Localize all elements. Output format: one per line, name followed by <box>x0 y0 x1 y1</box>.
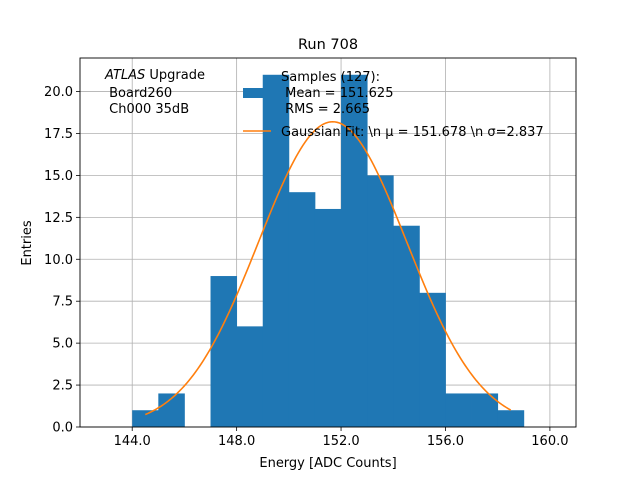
fit-curve <box>144 120 512 416</box>
y-tick-label: 10.0 <box>44 253 73 268</box>
annotation-line-1: ATLAS Upgrade <box>104 68 205 83</box>
x-axis-ticks: 144.0 148.0 152.0 156.0 160.0 <box>114 427 569 449</box>
y-tick-label: 15.0 <box>44 169 73 184</box>
histogram-bar <box>314 208 342 427</box>
y-tick-label: 0.0 <box>52 421 73 436</box>
histogram-bar <box>236 326 264 427</box>
annotation-first-rest: Upgrade <box>145 68 205 83</box>
histogram-bar <box>262 74 290 427</box>
legend-swatch-samples <box>243 88 271 98</box>
annotation-italic: ATLAS <box>104 68 145 83</box>
x-tick-label: 156.0 <box>427 434 464 449</box>
y-axis-ticks: 0.0 2.5 5.0 7.5 10.0 12.5 15.0 17.5 20.0 <box>44 85 80 436</box>
histogram-bar <box>445 393 472 427</box>
histogram-bar <box>132 410 159 427</box>
legend: Samples (127): Mean = 151.625 RMS = 2.66… <box>243 70 544 140</box>
legend-fit-label: Gaussian Fit: \n μ = 151.678 \n σ=2.837 <box>281 125 544 140</box>
legend-samples-line-1: Samples (127): <box>281 70 380 85</box>
histogram-bar <box>288 192 316 427</box>
histogram-bar <box>497 410 525 427</box>
y-tick-label: 12.5 <box>44 211 73 226</box>
y-tick-label: 17.5 <box>44 127 73 142</box>
y-tick-label: 7.5 <box>52 295 73 310</box>
x-tick-label: 144.0 <box>114 434 151 449</box>
legend-samples-line-3: RMS = 2.665 <box>281 102 370 117</box>
annotation-line-2: Board260 <box>105 86 172 101</box>
x-axis-label: Energy [ADC Counts] <box>259 456 396 471</box>
x-tick-label: 148.0 <box>218 434 255 449</box>
y-axis-label: Entries <box>20 220 35 266</box>
histogram-bar <box>367 175 394 427</box>
gaussian-fit <box>144 120 512 416</box>
x-tick-label: 160.0 <box>531 434 568 449</box>
histogram-bar <box>210 276 238 427</box>
y-tick-label: 2.5 <box>52 379 73 394</box>
histogram-bar <box>419 292 446 427</box>
plot-frame <box>79 57 577 428</box>
histogram-bar <box>393 225 420 427</box>
y-tick-label: 5.0 <box>52 337 73 352</box>
chart-title: Run 708 <box>298 37 358 53</box>
legend-samples-line-2: Mean = 151.625 <box>281 86 393 101</box>
annotation-line-3: Ch000 35dB <box>105 102 189 117</box>
y-tick-label: 20.0 <box>44 85 73 100</box>
atlas-annotation: ATLAS Upgrade Board260 Ch000 35dB <box>104 68 205 117</box>
x-tick-label: 152.0 <box>322 434 359 449</box>
